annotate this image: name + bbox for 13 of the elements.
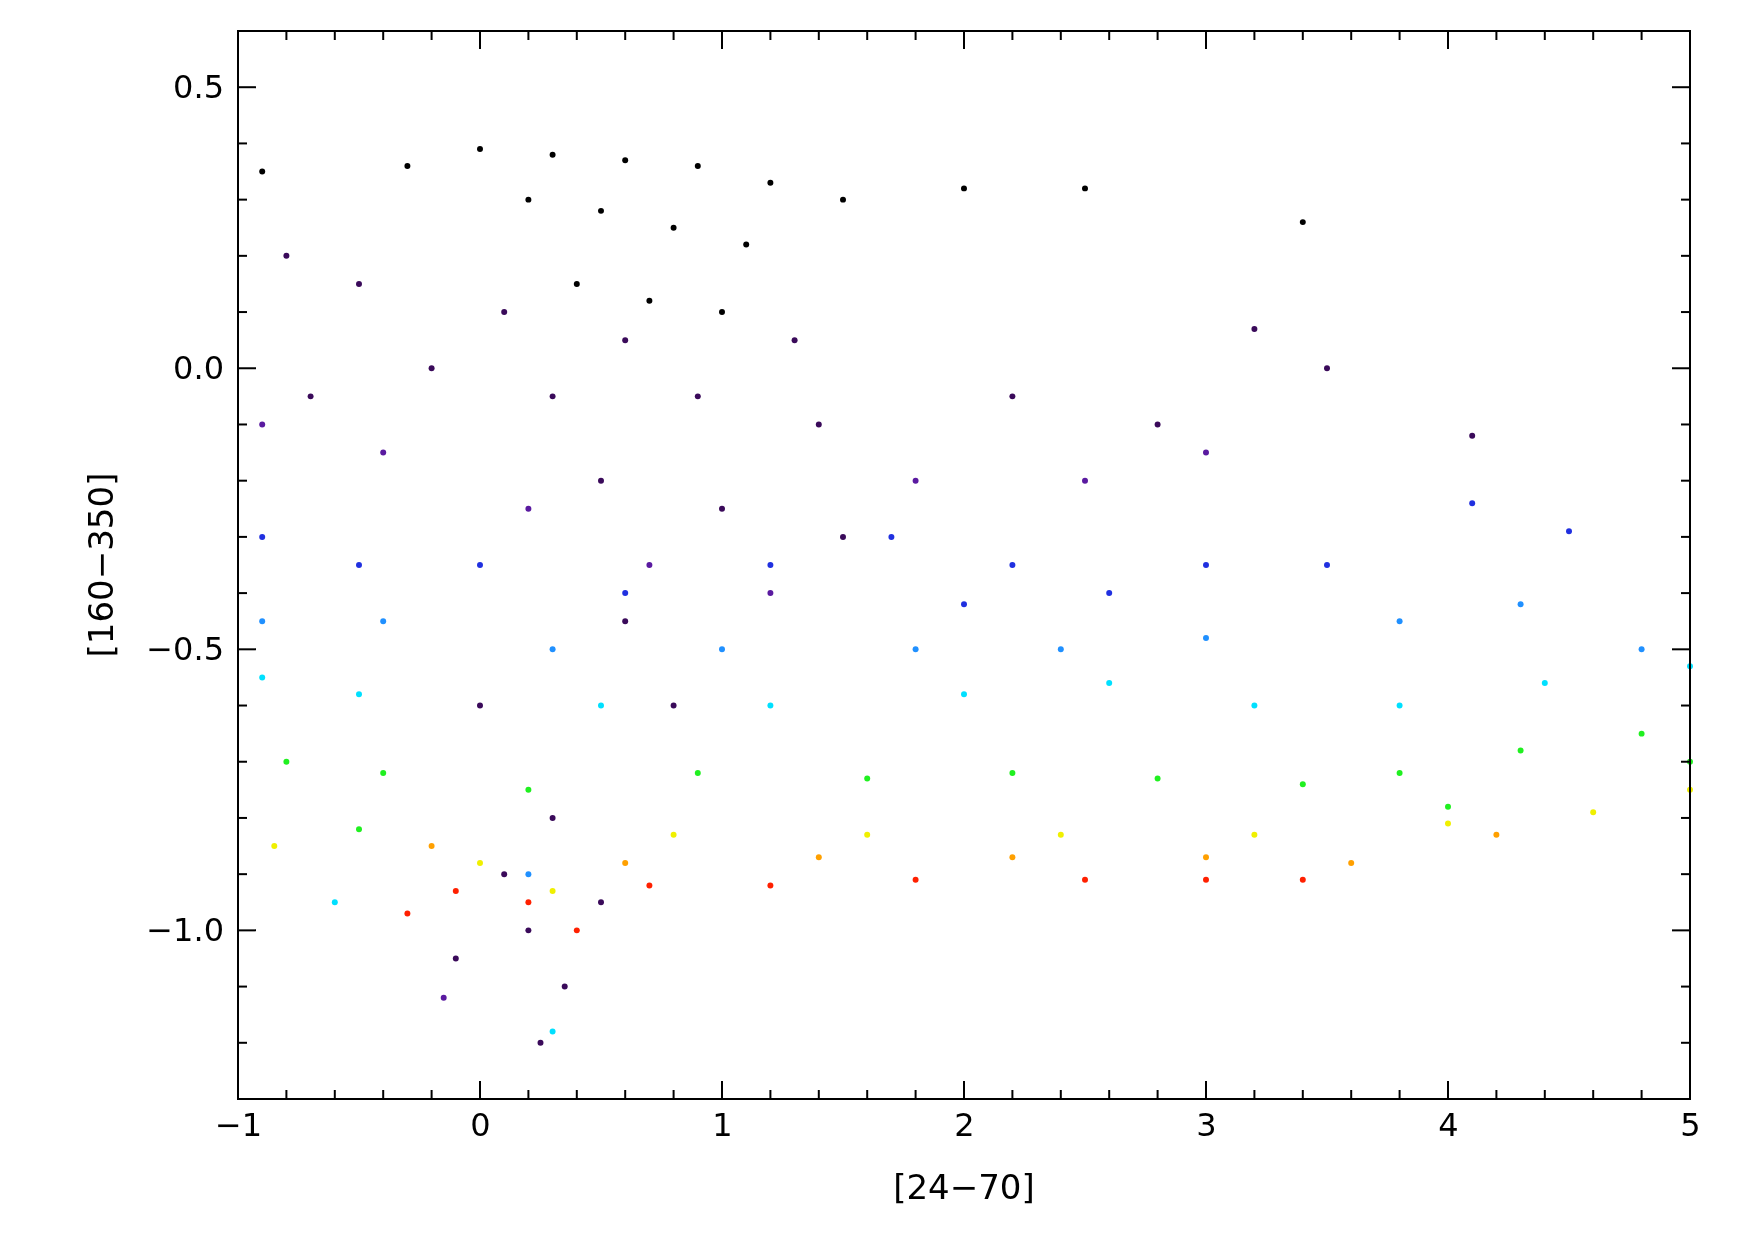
x-tick-label: −1 xyxy=(214,1105,263,1144)
y-axis-title: [160−350] xyxy=(81,472,121,658)
x-tick-label: 3 xyxy=(1196,1105,1217,1144)
y-tick-label: −0.5 xyxy=(146,630,224,669)
y-tick-label: −1.0 xyxy=(146,911,224,950)
x-tick-label: 4 xyxy=(1438,1105,1459,1144)
y-tick-label: 0.0 xyxy=(173,349,224,387)
x-tick-label: 0 xyxy=(470,1105,491,1144)
y-tick-label: 0.5 xyxy=(173,67,224,106)
x-axis-title: [24−70] xyxy=(893,1167,1035,1207)
x-tick-label: 1 xyxy=(712,1105,733,1144)
x-tick-label: 2 xyxy=(954,1105,975,1144)
x-tick-label: 5 xyxy=(1680,1105,1701,1144)
